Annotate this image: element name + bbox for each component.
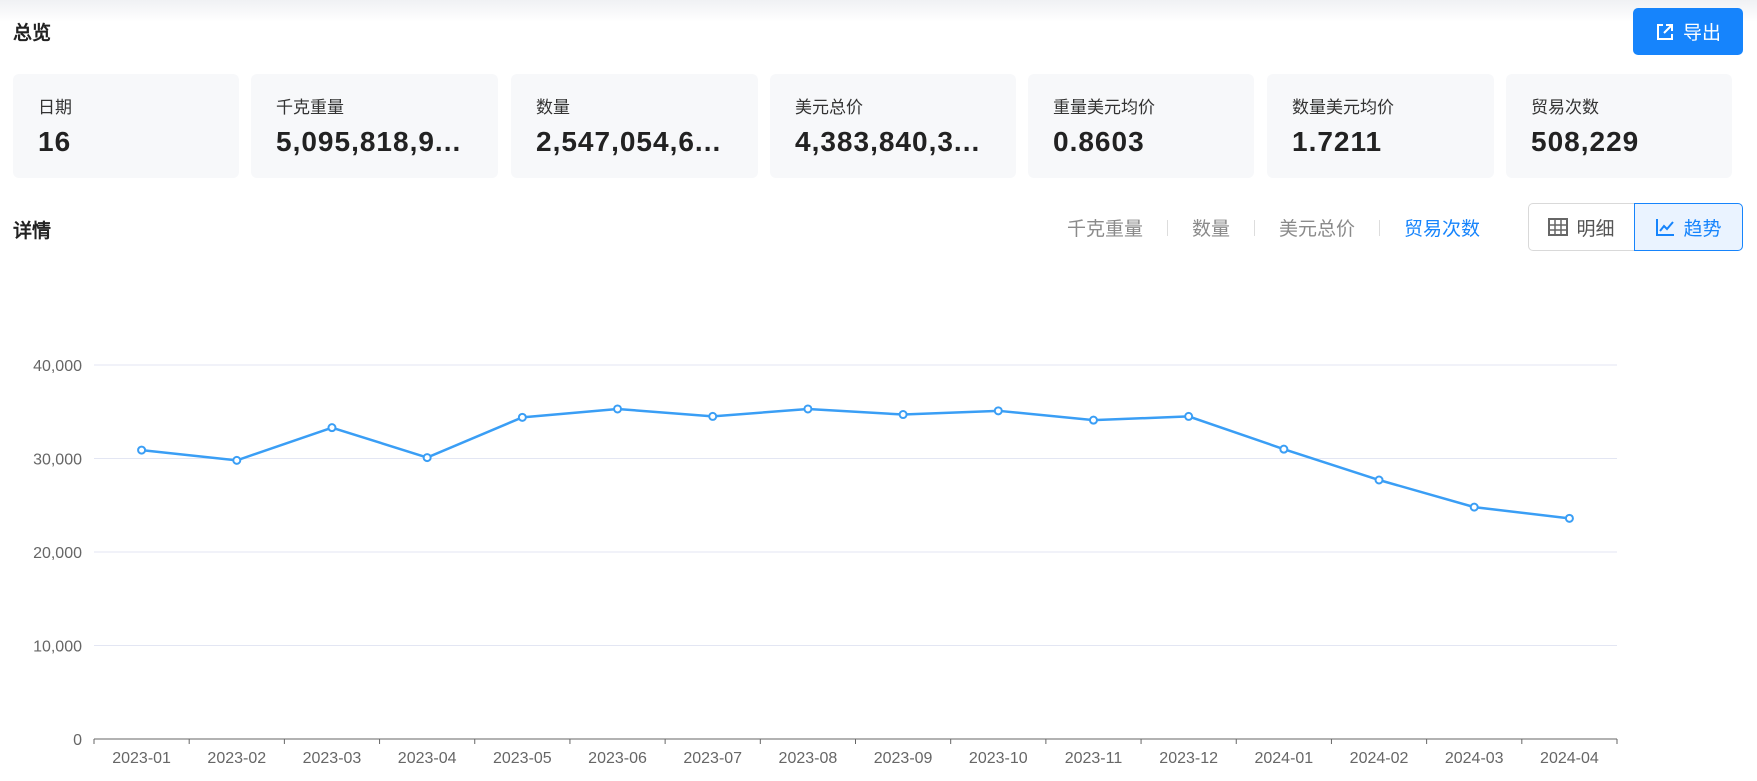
data-point [137, 445, 147, 455]
x-tick-label: 2023-11 [1065, 750, 1123, 767]
data-point [1279, 444, 1289, 454]
stat-value: 4,383,840,3... [795, 126, 981, 157]
data-point [1374, 475, 1384, 485]
overview-title: 总览 [13, 23, 52, 44]
y-tick-label: 40,000 [33, 358, 82, 375]
x-tick-label: 2023-08 [779, 750, 838, 767]
view-detail-label: 明细 [1576, 218, 1615, 240]
series-line [141, 407, 1570, 520]
data-point [708, 411, 718, 421]
x-tick-label: 2023-04 [398, 750, 457, 767]
data-point [1088, 415, 1098, 425]
details-title: 详情 [13, 221, 52, 242]
x-tick-label: 2023-02 [207, 750, 266, 767]
data-point [803, 404, 813, 414]
tab-quantity[interactable]: 数量 [1191, 219, 1230, 240]
stat-label: 数量 [536, 98, 570, 117]
x-tick-label: 2023-12 [1159, 750, 1218, 767]
data-point [1564, 513, 1574, 523]
stat-card-trade-count: 贸易次数 508,229 [1506, 74, 1732, 178]
stat-label: 千克重量 [276, 98, 344, 117]
stat-label: 日期 [38, 98, 72, 117]
data-point [993, 406, 1003, 416]
export-label: 导出 [1682, 23, 1721, 44]
y-tick-label: 10,000 [33, 639, 82, 656]
x-tick-label: 2023-10 [969, 750, 1028, 767]
y-tick-label: 30,000 [33, 452, 82, 469]
table-icon [1548, 218, 1569, 236]
stat-card-weight-avg-price: 重量美元均价 0.8603 [1028, 74, 1254, 178]
x-tick-label: 2023-05 [493, 750, 552, 767]
stat-card-weight: 千克重量 5,095,818,9... [251, 74, 498, 178]
stat-label: 数量美元均价 [1292, 98, 1394, 117]
stat-value: 508,229 [1531, 126, 1640, 157]
line-chart-icon [1656, 219, 1675, 236]
x-tick-label: 2023-07 [683, 750, 742, 767]
data-point [327, 423, 337, 433]
x-tick-label: 2023-09 [874, 750, 933, 767]
data-point [517, 412, 527, 422]
y-tick-label: 0 [73, 732, 82, 749]
export-icon [1656, 23, 1673, 40]
x-tick-label: 2023-01 [112, 750, 171, 767]
top-shadow [0, 0, 1757, 22]
stat-label: 美元总价 [795, 98, 863, 117]
metric-tabs: 千克重量 数量 美元总价 贸易次数 [1067, 214, 1480, 241]
data-point [1184, 411, 1194, 421]
stat-value: 0.8603 [1053, 126, 1145, 157]
divider [1253, 219, 1255, 236]
divider [1166, 219, 1168, 236]
x-tick-label: 2024-01 [1254, 750, 1313, 767]
view-trend-button[interactable]: 趋势 [1634, 203, 1743, 251]
x-tick-label: 2023-06 [588, 750, 647, 767]
x-tick-label: 2024-02 [1350, 750, 1409, 767]
data-point [1469, 502, 1479, 512]
tab-usd-total[interactable]: 美元总价 [1278, 219, 1355, 240]
data-point [422, 453, 432, 463]
stat-value: 16 [38, 126, 72, 157]
data-point [898, 410, 908, 420]
divider [1378, 219, 1380, 236]
stat-label: 重量美元均价 [1053, 98, 1155, 117]
stat-card-qty-avg-price: 数量美元均价 1.7211 [1267, 74, 1494, 178]
tab-weight[interactable]: 千克重量 [1066, 219, 1143, 240]
x-tick-label: 2023-03 [303, 750, 362, 767]
data-point [613, 404, 623, 414]
data-point [232, 455, 242, 465]
stat-label: 贸易次数 [1531, 98, 1599, 117]
stat-card-usd-total: 美元总价 4,383,840,3... [770, 74, 1016, 178]
stat-value: 1.7211 [1292, 126, 1383, 157]
view-trend-label: 趋势 [1683, 218, 1722, 240]
stat-card-quantity: 数量 2,547,054,6... [511, 74, 758, 178]
stat-value: 5,095,818,9... [276, 126, 462, 157]
x-tick-label: 2024-03 [1445, 750, 1504, 767]
tab-trade-count[interactable]: 贸易次数 [1403, 219, 1480, 240]
stat-value: 2,547,054,6... [536, 126, 722, 157]
y-tick-label: 20,000 [33, 545, 82, 562]
x-tick-label: 2024-04 [1540, 750, 1599, 767]
stat-card-date: 日期 16 [13, 74, 239, 178]
export-button[interactable]: 导出 [1633, 8, 1743, 55]
